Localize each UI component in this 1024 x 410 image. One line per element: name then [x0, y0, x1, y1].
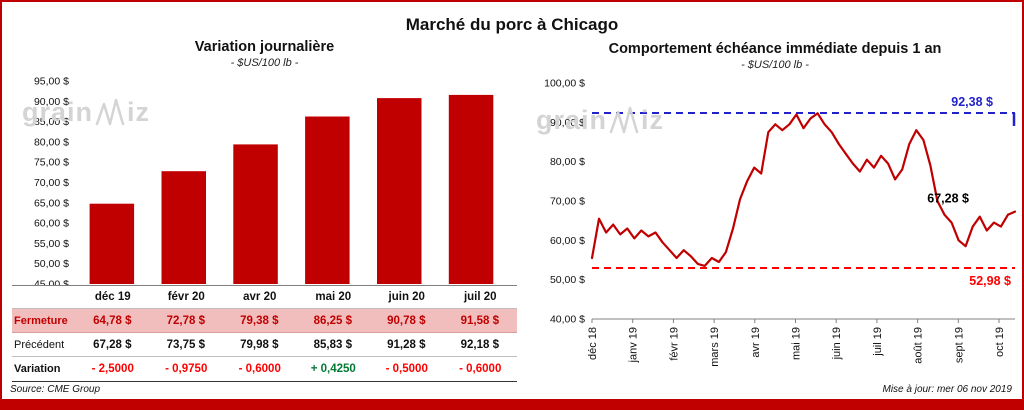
y-tick-label: 70,00 $ — [550, 196, 585, 208]
y-tick-label: 45,00 $ — [34, 279, 69, 286]
price-line — [590, 112, 1017, 267]
year-trend-panel: Comportement échéance immédiate depuis 1… — [530, 40, 1020, 387]
column-header: juil 20 — [463, 291, 497, 303]
table-cell: 64,78 $ — [93, 314, 132, 327]
x-tick-label: sept 19 — [953, 327, 965, 363]
y-tick-label: 40,00 $ — [550, 314, 585, 326]
table-row-fermeture: Fermeture 64,78 $ 72,78 $ 79,38 $ 86,25 … — [12, 309, 517, 333]
bar — [233, 144, 278, 284]
y-tick-label: 90,00 $ — [550, 117, 585, 129]
column-header: mai 20 — [315, 291, 352, 303]
line-chart-subtitle: - $US/100 lb - — [741, 59, 809, 71]
y-tick-label: 60,00 $ — [550, 235, 585, 247]
x-tick-label: janv 19 — [628, 327, 640, 363]
table-cell: - 0,5000 — [385, 363, 428, 375]
x-tick-label: juin 19 — [831, 327, 843, 360]
y-tick-label: 95,00 $ — [34, 76, 69, 88]
column-header: déc 19 — [94, 291, 131, 303]
y-tick-label: 85,00 $ — [34, 116, 69, 128]
table-cell: 86,25 $ — [313, 314, 352, 327]
table-cell: - 0,9750 — [165, 363, 208, 375]
x-tick-label: août 19 — [913, 327, 925, 364]
page-title: Marché du porc à Chicago — [405, 15, 619, 34]
x-tick-label: févr 19 — [668, 327, 680, 361]
bar — [89, 203, 135, 284]
table-cell: 72,78 $ — [166, 314, 205, 327]
bar-chart-area: 95,00 $ 90,00 $ 85,00 $ 80,00 $ 75,00 $ 70,00… — [12, 73, 517, 285]
table-cell: 67,28 $ — [93, 338, 132, 351]
row-label: Précédent — [14, 338, 65, 351]
bar — [161, 171, 206, 284]
table-cell: 85,83 $ — [313, 338, 352, 351]
y-tick-label: 80,00 $ — [550, 156, 585, 168]
y-tick-label: 60,00 $ — [34, 218, 69, 230]
y-tick-label: 80,00 $ — [34, 136, 69, 148]
bar — [305, 116, 350, 284]
column-header: févr 20 — [167, 291, 205, 303]
daily-variation-panel: Variation journalière - $US/100 lb - 95,… — [12, 38, 517, 382]
x-tick-label: juil 19 — [872, 327, 884, 357]
column-header: avr 20 — [243, 291, 277, 303]
table-cell: - 0,6000 — [459, 363, 502, 375]
y-tick-label: 75,00 $ — [34, 157, 69, 169]
line-chart-title: Comportement échéance immédiate depuis 1… — [608, 41, 942, 57]
y-tick-label: 90,00 $ — [34, 96, 69, 108]
resistance-label: 92,38 $ — [951, 95, 993, 109]
last-value-label: 67,28 $ — [927, 192, 969, 206]
table-cell: 91,58 $ — [460, 314, 499, 327]
x-tick-label: mars 19 — [709, 327, 721, 367]
table-cell: 92,18 $ — [460, 338, 499, 351]
table-cell: 73,75 $ — [166, 338, 205, 351]
x-tick-label: oct 19 — [994, 327, 1006, 357]
table-cell: 90,78 $ — [387, 314, 426, 327]
row-label: Variation — [14, 363, 61, 375]
line-chart: 100,00 $ 90,00 $ 80,00 $ 70,00 $ 60,00 $ 50,0… — [544, 78, 1017, 367]
bottom-accent-bar — [2, 399, 1022, 408]
y-tick-label: 100,00 $ — [544, 78, 585, 90]
table-row-variation: Variation - 2,5000 - 0,9750 - 0,6000 + 0… — [12, 357, 517, 381]
table-cell: + 0,4250 — [310, 363, 356, 375]
y-tick-label: 55,00 $ — [34, 238, 69, 250]
row-label: Fermeture — [14, 314, 68, 327]
support-label: 52,98 $ — [969, 274, 1011, 288]
bar-chart-subtitle: - $US/100 lb - — [230, 57, 299, 69]
bar — [448, 94, 494, 285]
updated-note: Mise à jour: mer 06 nov 2019 — [882, 384, 1012, 395]
line-chart-area: 100,00 $ 90,00 $ 80,00 $ 70,00 $ 60,00 $ 50,0… — [530, 75, 1020, 387]
table-row-precedent: Précédent 67,28 $ 73,75 $ 79,98 $ 85,83 … — [12, 333, 517, 357]
table-header-row: déc 19 févr 20 avr 20 mai 20 juin 20 jui… — [12, 286, 517, 309]
table-cell: 79,98 $ — [240, 338, 279, 351]
x-tick-label: avr 19 — [750, 327, 762, 358]
column-header: juin 20 — [388, 291, 425, 303]
table-cell: 79,38 $ — [240, 314, 279, 327]
table-cell: 91,28 $ — [387, 338, 426, 351]
x-tick-label: déc 18 — [587, 327, 599, 360]
table-cell: - 0,6000 — [238, 363, 281, 375]
table-cell: - 2,5000 — [91, 363, 134, 375]
x-tick-label: mai 19 — [791, 327, 803, 360]
y-tick-label: 70,00 $ — [34, 177, 69, 189]
bar-chart-title: Variation journalière — [194, 39, 335, 55]
y-tick-label: 65,00 $ — [34, 197, 69, 209]
price-table: déc 19 févr 20 avr 20 mai 20 juin 20 jui… — [12, 285, 517, 382]
bar-chart: 95,00 $ 90,00 $ 85,00 $ 80,00 $ 75,00 $ 70,00… — [34, 76, 494, 286]
y-tick-label: 50,00 $ — [550, 274, 585, 286]
source-note: Source: CME Group — [10, 384, 101, 395]
bar — [377, 98, 422, 284]
y-tick-label: 50,00 $ — [34, 258, 69, 270]
